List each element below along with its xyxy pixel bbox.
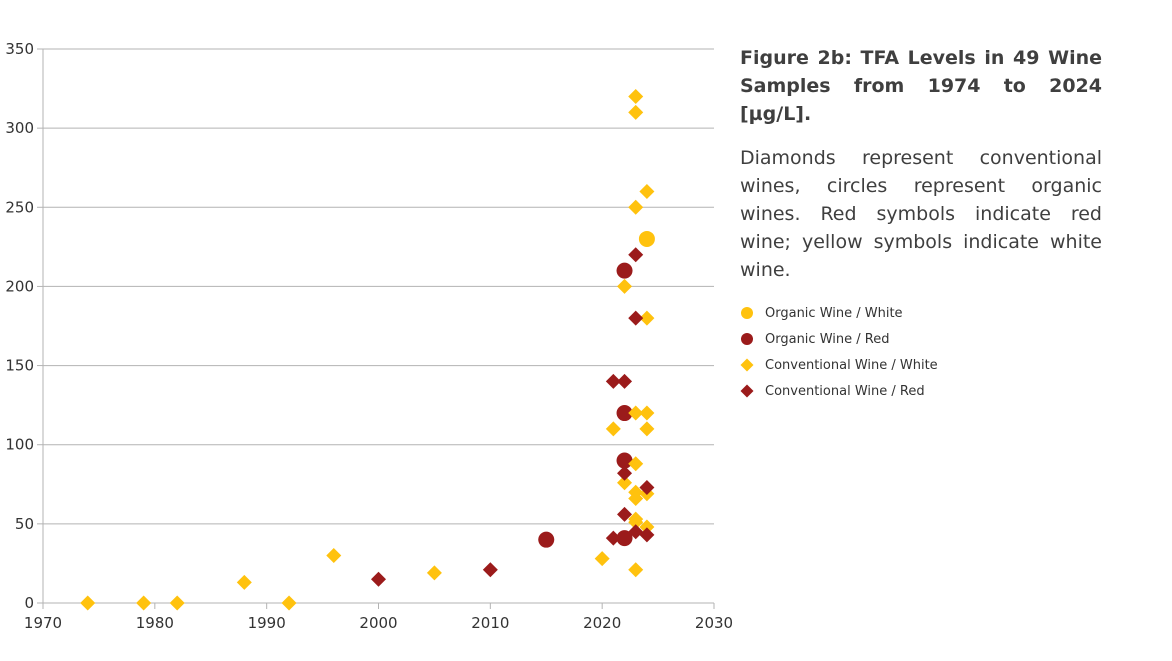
data-point-diamond [639,421,655,437]
x-tick-label: 2020 [583,614,621,632]
x-tick-label: 1990 [248,614,286,632]
data-point-diamond [594,551,610,567]
y-tick-label: 150 [5,357,34,375]
series-group [371,247,655,587]
y-tick-label: 350 [5,40,34,58]
data-point-diamond [617,475,633,491]
data-point-diamond [236,574,252,590]
data-point-circle [616,452,633,469]
data-point-diamond [628,562,644,578]
data-point-diamond [617,465,633,481]
data-point-diamond [628,524,644,540]
y-tick-label: 300 [5,119,34,137]
y-tick-label: 200 [5,277,34,295]
x-tick-label: 2000 [359,614,397,632]
data-point-circle [616,530,633,547]
data-point-diamond [136,595,152,611]
legend-item-conventional-white: Conventional Wine / White [740,352,1102,378]
figure-description: Diamonds represent conventional wines, c… [740,147,1102,281]
legend-item-organic-white: Organic Wine / White [740,300,1102,326]
series-group [638,230,655,247]
legend-label: Organic Wine / White [765,305,903,321]
legend-label: Organic Wine / Red [765,331,890,347]
figure-caption: Figure 2b: TFA Levels in 49 Wine Samples… [740,44,1102,404]
data-point-diamond [426,565,442,581]
data-point-circle [616,405,633,422]
series-group [80,88,655,611]
legend-item-conventional-red: Conventional Wine / Red [740,378,1102,404]
data-point-circle [616,262,633,279]
axis-layer: 0 50 100 150 200 250 300 350 1970 1980 1990 2000 201… [5,40,733,632]
legend: Organic Wine / White Organic Wine / Red … [740,300,1102,404]
legend-label: Conventional Wine / White [765,357,938,373]
y-tick-label: 0 [24,594,34,612]
data-point-diamond [639,310,655,326]
marks-layer [80,88,655,611]
grid-layer [43,48,714,604]
legend-label: Conventional Wine / Red [765,383,925,399]
data-point-diamond [326,548,342,564]
yellow-circle-icon [740,306,765,320]
data-point-diamond [628,456,644,472]
y-tick-label: 50 [15,515,34,533]
data-point-diamond [639,527,655,543]
data-point-diamond [371,571,386,587]
data-point-circle [538,531,555,548]
data-point-circle [638,230,655,247]
data-point-diamond [605,373,621,389]
data-point-diamond [639,479,655,495]
data-point-diamond [628,104,644,120]
series-group [538,262,633,548]
data-point-diamond [628,514,644,530]
x-tick-label: 2010 [471,614,509,632]
data-point-diamond [482,562,498,578]
tfa-scatter-chart: 0 50 100 150 200 250 300 350 1970 1980 1990 2000 201… [5,40,733,632]
data-point-diamond [605,421,621,437]
data-point-diamond [628,310,644,326]
legend-item-organic-red: Organic Wine / Red [740,326,1102,352]
data-point-diamond [628,247,644,263]
x-tick-label: 1970 [24,614,62,632]
data-point-diamond [605,530,621,546]
data-point-diamond [617,278,633,294]
figure-title: Figure 2b: TFA Levels in 49 Wine Samples… [740,47,1102,125]
data-point-diamond [169,595,185,611]
data-point-diamond [628,405,644,421]
data-point-diamond [628,491,644,507]
yellow-diamond-icon [740,358,765,372]
x-tick-label: 1980 [136,614,174,632]
y-tick-label: 100 [5,436,34,454]
data-point-diamond [617,506,633,522]
x-tick-label: 2030 [695,614,733,632]
data-point-diamond [639,405,655,421]
data-point-diamond [617,373,633,389]
red-circle-icon [740,332,765,346]
data-point-diamond [281,595,297,611]
y-tick-label: 250 [5,198,34,216]
data-point-diamond [639,519,655,535]
red-diamond-icon [740,384,765,398]
data-point-diamond [80,595,96,611]
data-point-diamond [639,183,655,199]
data-point-diamond [628,199,644,215]
data-point-diamond [628,88,644,104]
